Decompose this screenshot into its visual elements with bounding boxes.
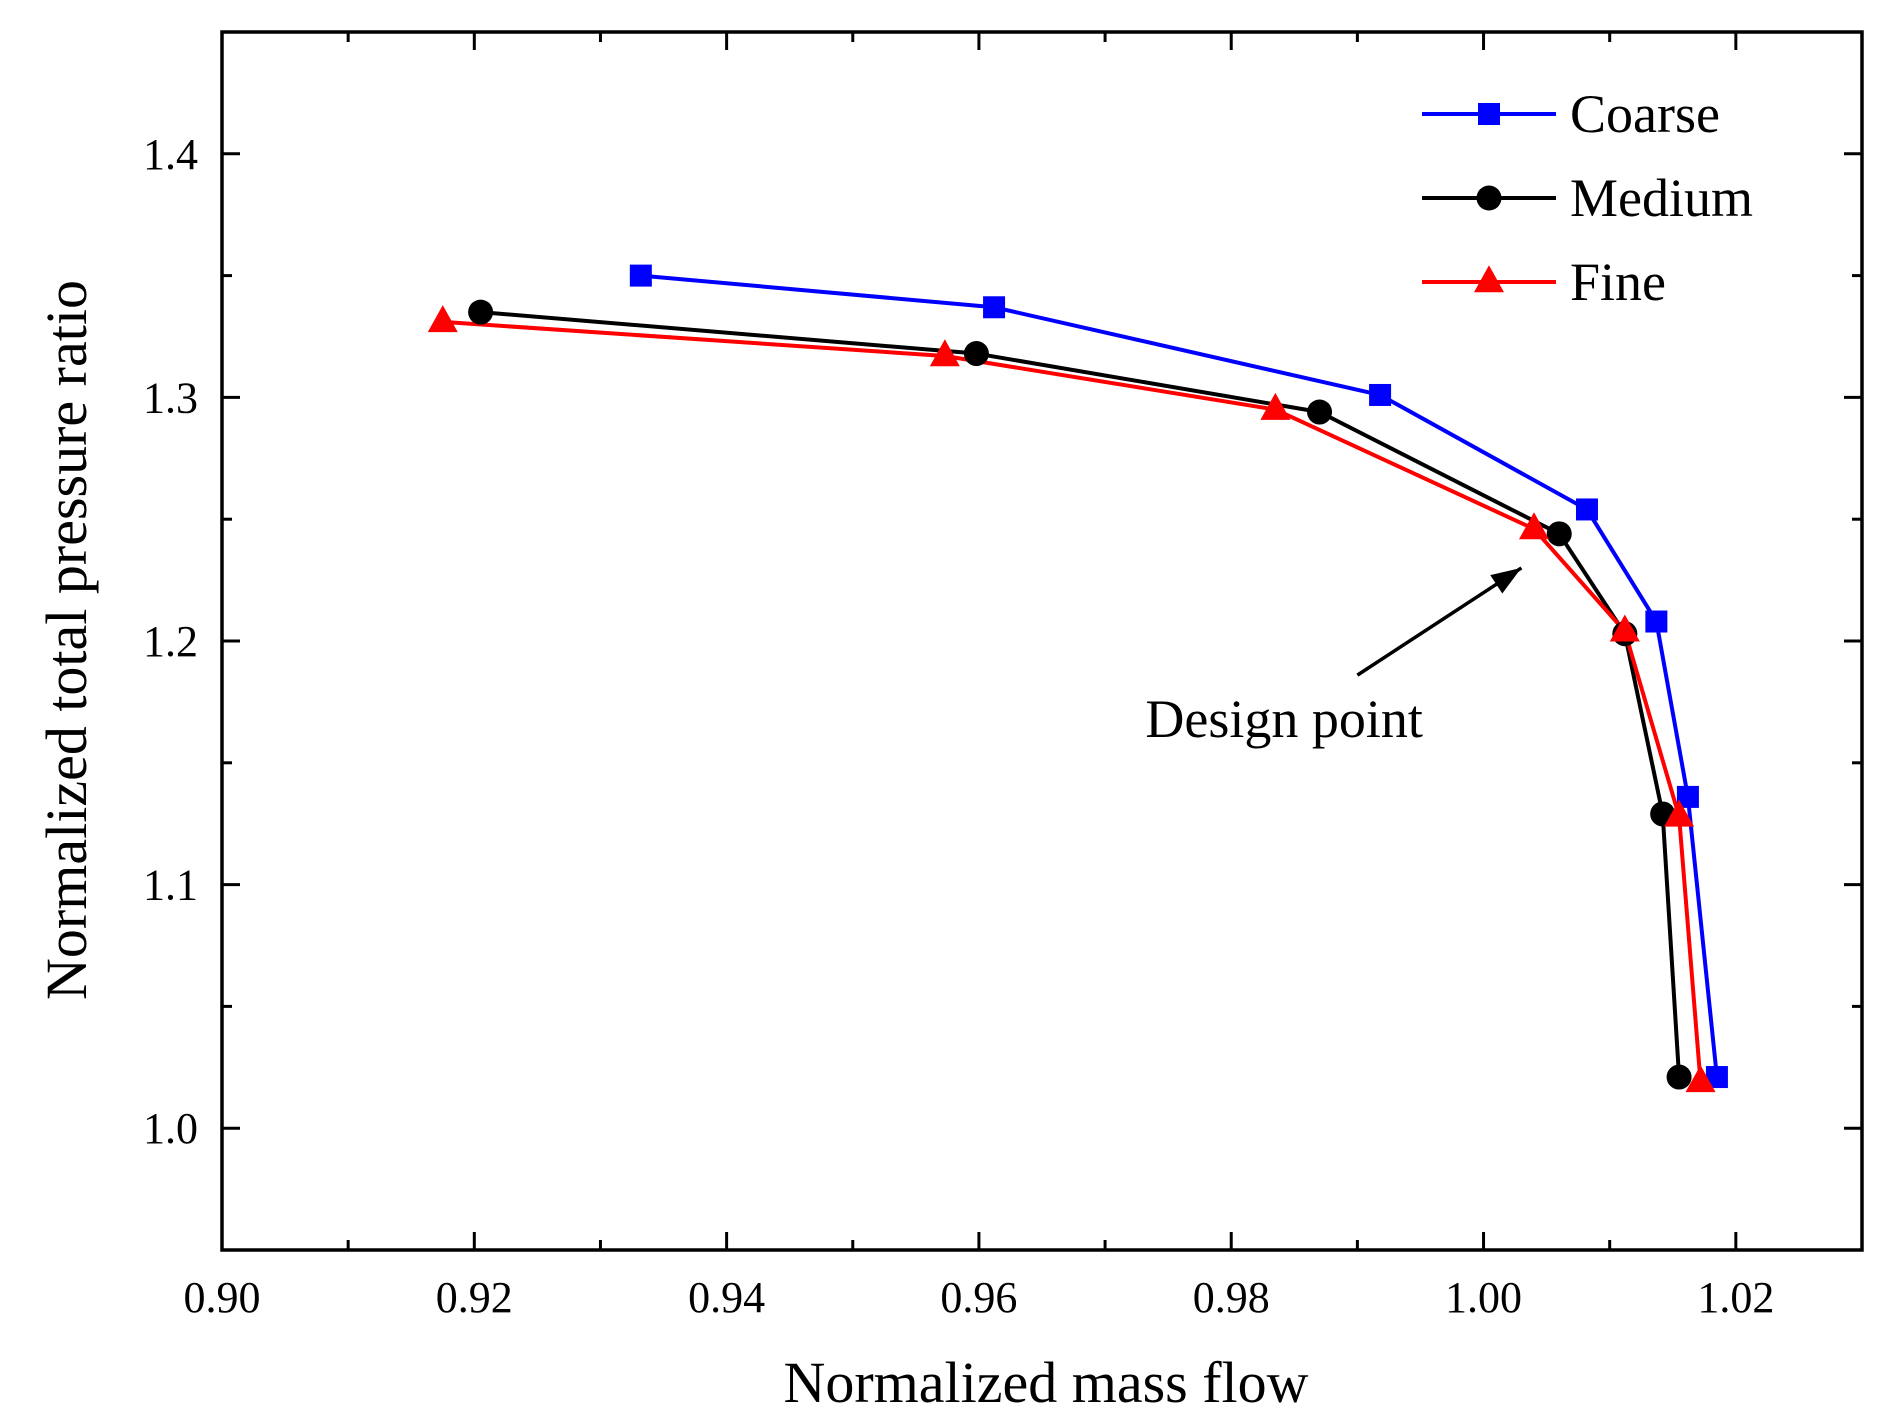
- point-fine: [1260, 392, 1291, 420]
- point-medium: [1546, 521, 1572, 547]
- y-tick-label: 1.3: [143, 373, 198, 422]
- x-tick-label: 0.90: [184, 1273, 261, 1322]
- x-axis-label: Normalized mass flow: [783, 1350, 1308, 1415]
- y-tick-label: 1.4: [143, 130, 198, 179]
- point-fine: [929, 339, 960, 367]
- series-line-fine: [442, 319, 1703, 1083]
- y-axis-label: Normalized total pressure ratio: [34, 280, 99, 1000]
- point-coarse: [1676, 785, 1699, 808]
- point-coarse: [1705, 1066, 1728, 1089]
- y-tick-label: 1.0: [143, 1104, 198, 1153]
- point-coarse: [629, 264, 652, 287]
- point-fine: [1519, 512, 1549, 540]
- point-fine: [1685, 1065, 1716, 1093]
- x-tick-label: 1.02: [1697, 1273, 1774, 1322]
- point-coarse: [1369, 383, 1392, 406]
- legend-marker-medium: [1476, 185, 1502, 211]
- legend-marker-fine: [1474, 265, 1504, 293]
- point-fine: [1609, 614, 1640, 642]
- legend-marker-coarse: [1478, 103, 1500, 125]
- x-tick-label: 0.92: [436, 1273, 513, 1322]
- point-medium: [1307, 399, 1333, 425]
- annotation-arrow-head: [1490, 567, 1522, 594]
- annotation-design-point: Design point: [1145, 689, 1423, 749]
- point-medium: [963, 341, 989, 367]
- legend: Coarse Medium Fine: [1422, 84, 1753, 312]
- legend-label-medium: Medium: [1570, 168, 1753, 228]
- point-coarse: [1645, 610, 1668, 633]
- point-medium: [1666, 1064, 1692, 1090]
- annotation: Design point: [1145, 566, 1523, 749]
- ticks: 0.90 0.92 0.94 0.96 0.98 1.00 1.02 1.0 1.1 1.2 1.3…: [143, 32, 1862, 1322]
- x-tick-label: 1.00: [1445, 1273, 1522, 1322]
- series-markers: [427, 264, 1728, 1093]
- legend-label-coarse: Coarse: [1570, 84, 1720, 144]
- legend-label-fine: Fine: [1570, 252, 1666, 312]
- annotation-arrow-shaft: [1356, 566, 1523, 677]
- point-coarse: [983, 296, 1006, 319]
- point-fine: [427, 305, 458, 333]
- y-tick-label: 1.1: [143, 861, 198, 910]
- series-line-medium: [480, 310, 1682, 1078]
- series-lines: [442, 273, 1719, 1083]
- point-fine: [1664, 799, 1695, 827]
- y-tick-label: 1.2: [143, 617, 198, 666]
- x-tick-label: 0.94: [688, 1273, 765, 1322]
- point-medium: [468, 299, 494, 325]
- x-tick-label: 0.98: [1193, 1273, 1270, 1322]
- point-coarse: [1575, 498, 1598, 521]
- x-tick-label: 0.96: [940, 1273, 1017, 1322]
